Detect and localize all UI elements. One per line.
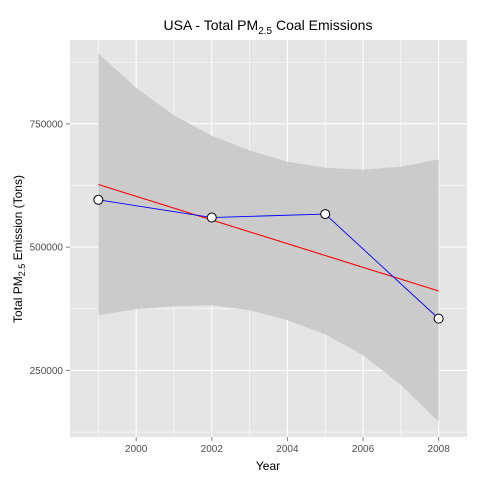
y-axis-title-suffix: Emission (Tons) [11, 175, 25, 264]
y-axis-ticks: 250000 500000 750000 [30, 119, 70, 377]
chart-title: USA - Total PM2.5 Coal Emissions [164, 17, 373, 37]
x-tick-label: 2002 [201, 444, 224, 455]
y-axis-title: Total PM2.5 Emission (Tons) [11, 175, 27, 323]
data-point-2002 [206, 212, 217, 223]
data-point-2008 [433, 313, 444, 324]
data-point-2005 [320, 209, 331, 220]
chart-title-prefix: USA - Total PM [164, 17, 259, 33]
series-layer [98, 199, 439, 319]
chart-title-suffix: Coal Emissions [272, 17, 372, 33]
x-tick-label: 2008 [428, 444, 451, 455]
data-points [93, 194, 444, 324]
trend-line [98, 183, 439, 292]
y-tick-label: 500000 [30, 243, 64, 254]
series-line-0 [98, 199, 439, 319]
y-axis-title-prefix: Total PM [11, 276, 25, 323]
x-axis-title: Year [256, 459, 280, 473]
y-tick-label: 750000 [30, 119, 64, 130]
x-tick-label: 2006 [352, 444, 375, 455]
x-axis-ticks: 2000 2002 2004 2006 2008 [125, 437, 450, 455]
x-tick-label: 2004 [276, 444, 299, 455]
y-axis-title-subscript: 2.5 [17, 264, 27, 277]
trend-line-layer [98, 183, 439, 292]
data-point-1999 [93, 194, 104, 205]
x-tick-label: 2000 [125, 444, 148, 455]
chart-title-subscript: 2.5 [258, 26, 272, 37]
y-tick-label: 250000 [30, 366, 64, 377]
